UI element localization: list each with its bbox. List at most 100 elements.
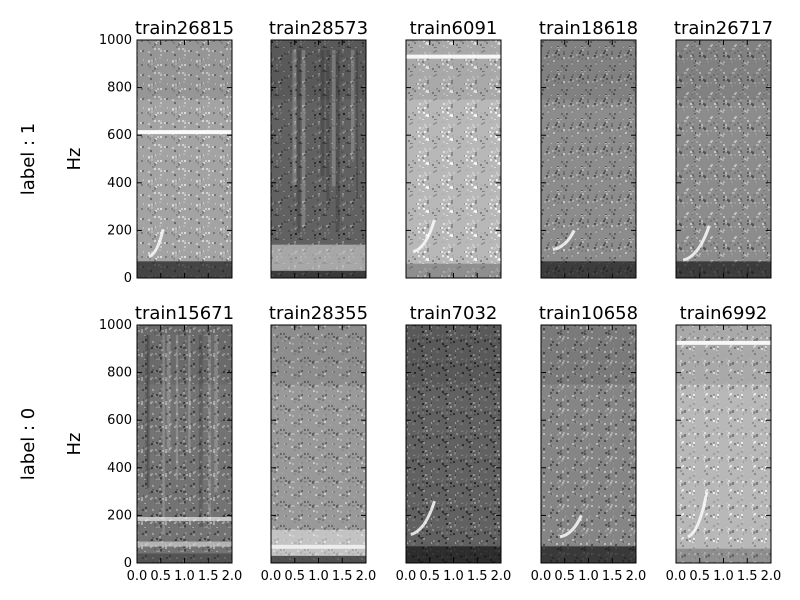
xtick-label: 1.5 bbox=[198, 569, 219, 584]
ytick-label: 0 bbox=[124, 556, 132, 571]
streak bbox=[331, 50, 336, 187]
xtick-label: 0.5 bbox=[554, 569, 575, 584]
spectrogram-panel bbox=[541, 40, 636, 278]
ytick-label: 800 bbox=[107, 366, 132, 381]
spectrogram-panel bbox=[406, 325, 501, 563]
xtick-label: 1.5 bbox=[602, 569, 623, 584]
spectrogram-image bbox=[137, 325, 232, 563]
xtick-label: 1.0 bbox=[713, 569, 734, 584]
xtick-label: 2.0 bbox=[761, 569, 782, 584]
xtick-label: 0.0 bbox=[531, 569, 552, 584]
streak bbox=[147, 335, 150, 489]
spectrogram-panel bbox=[541, 325, 636, 563]
spectrogram-image bbox=[137, 40, 232, 278]
spectrogram-image bbox=[271, 40, 366, 278]
xtick-label: 1.0 bbox=[308, 569, 329, 584]
streak bbox=[296, 50, 301, 234]
spectrogram-image bbox=[676, 325, 771, 563]
ytick-label: 1000 bbox=[99, 318, 132, 333]
streak bbox=[301, 50, 306, 227]
xtick-label: 0.0 bbox=[127, 569, 148, 584]
ytick-label: 1000 bbox=[99, 33, 132, 48]
spectrogram-panel bbox=[406, 40, 501, 278]
panel-title: train7032 bbox=[410, 303, 498, 324]
panel-title: train26717 bbox=[674, 18, 773, 39]
tone-line bbox=[137, 516, 232, 521]
xtick-label: 0.0 bbox=[261, 569, 282, 584]
panel-title: train6091 bbox=[410, 18, 498, 39]
streak bbox=[175, 335, 179, 480]
xtick-label: 2.0 bbox=[626, 569, 647, 584]
streak bbox=[145, 335, 149, 489]
streak bbox=[188, 335, 191, 453]
streak bbox=[335, 50, 340, 232]
streak bbox=[207, 335, 211, 530]
low-band bbox=[271, 244, 366, 271]
spectrogram-image bbox=[406, 40, 501, 278]
streak bbox=[320, 50, 325, 177]
sweep-mark bbox=[412, 219, 436, 254]
xtick-label: 1.5 bbox=[332, 569, 353, 584]
spectrogram-panel bbox=[271, 40, 366, 278]
panel-title: train15671 bbox=[135, 303, 234, 324]
panel-title: train26815 bbox=[135, 18, 234, 39]
xtick-label: 0.5 bbox=[689, 569, 710, 584]
sweep-mark bbox=[410, 500, 436, 536]
xtick-label: 2.0 bbox=[491, 569, 512, 584]
streak bbox=[214, 335, 218, 493]
low-band bbox=[137, 541, 232, 547]
streak bbox=[162, 335, 165, 535]
streak bbox=[166, 335, 171, 453]
streak bbox=[356, 50, 359, 197]
ytick-label: 600 bbox=[107, 413, 132, 428]
spectrogram-panel bbox=[676, 40, 771, 278]
xtick-label: 1.0 bbox=[443, 569, 464, 584]
streak bbox=[326, 50, 330, 211]
xtick-label: 0.0 bbox=[396, 569, 417, 584]
xtick-label: 1.0 bbox=[174, 569, 195, 584]
tone-line bbox=[271, 544, 366, 549]
xtick-label: 1.5 bbox=[737, 569, 758, 584]
sweep-mark bbox=[148, 228, 165, 259]
sweep-mark bbox=[682, 225, 711, 262]
xtick-label: 0.5 bbox=[284, 569, 305, 584]
spectrogram-image bbox=[541, 325, 636, 563]
ytick-label: 800 bbox=[107, 81, 132, 96]
tone-line bbox=[676, 340, 771, 345]
streak bbox=[198, 335, 203, 527]
spectrogram-panel bbox=[676, 325, 771, 563]
spectrogram-image bbox=[676, 40, 771, 278]
ytick-label: 400 bbox=[107, 176, 132, 191]
streak bbox=[350, 50, 355, 160]
xtick-label: 0.5 bbox=[150, 569, 171, 584]
ytick-label: 200 bbox=[107, 223, 132, 238]
spectrogram-panel bbox=[271, 325, 366, 563]
ylabel: Hz bbox=[64, 148, 85, 171]
spectrogram-image bbox=[541, 40, 636, 278]
tone-line bbox=[137, 130, 232, 135]
sweep-mark bbox=[687, 491, 709, 539]
panel-title: train6992 bbox=[680, 303, 768, 324]
ytick-label: 400 bbox=[107, 461, 132, 476]
sweep-mark bbox=[552, 229, 576, 251]
ytick-label: 200 bbox=[107, 508, 132, 523]
sweep-mark bbox=[559, 514, 583, 539]
low-band bbox=[271, 529, 366, 556]
xtick-label: 1.5 bbox=[467, 569, 488, 584]
xtick-label: 0.5 bbox=[419, 569, 440, 584]
tone-line bbox=[406, 54, 501, 59]
streak bbox=[292, 50, 297, 186]
row-label: label : 1 bbox=[18, 123, 39, 196]
panel-title: train28573 bbox=[269, 18, 368, 39]
ytick-label: 600 bbox=[107, 128, 132, 143]
panel-title: train28355 bbox=[269, 303, 368, 324]
xtick-label: 2.0 bbox=[356, 569, 377, 584]
ytick-label: 0 bbox=[124, 271, 132, 286]
spectrogram-image bbox=[271, 325, 366, 563]
xtick-label: 2.0 bbox=[222, 569, 243, 584]
ylabel: Hz bbox=[64, 433, 85, 456]
xtick-label: 0.0 bbox=[666, 569, 687, 584]
xtick-label: 1.0 bbox=[578, 569, 599, 584]
panel-title: train10658 bbox=[539, 303, 638, 324]
